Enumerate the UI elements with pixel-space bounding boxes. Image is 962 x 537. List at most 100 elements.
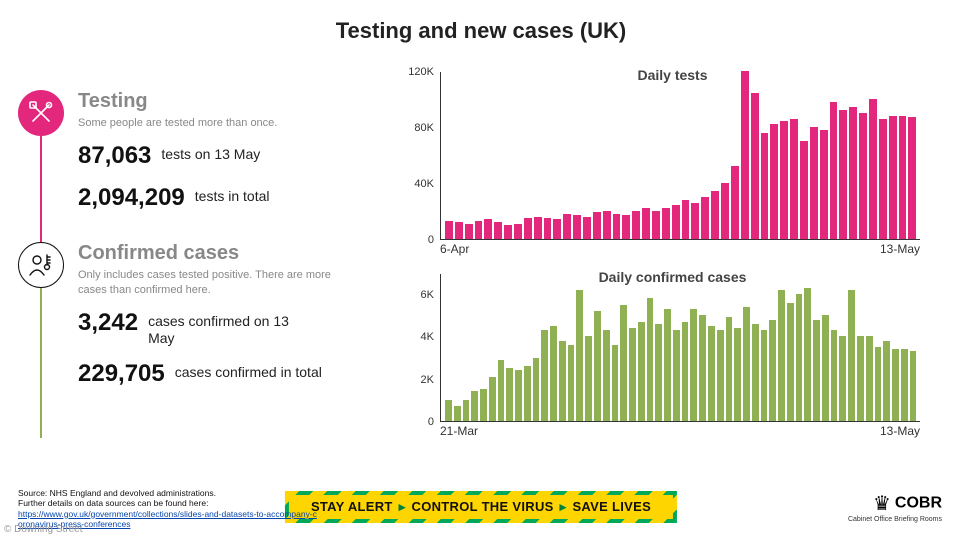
bar — [612, 345, 619, 421]
bar — [859, 113, 867, 239]
bar — [761, 133, 769, 239]
bar — [866, 336, 873, 421]
bar — [553, 219, 561, 239]
x-tick-label: 13-May — [880, 424, 920, 438]
bar — [889, 116, 897, 239]
bar — [796, 294, 803, 421]
bar — [778, 290, 785, 421]
bar — [514, 224, 522, 239]
bar — [780, 121, 788, 239]
bar — [550, 326, 557, 421]
bar — [839, 110, 847, 239]
stat-label: cases confirmed in total — [175, 360, 322, 381]
chart-plot — [440, 274, 920, 422]
bar — [524, 366, 531, 421]
bar — [454, 406, 461, 421]
bar — [568, 345, 575, 421]
bar — [672, 205, 680, 239]
bar — [471, 391, 478, 421]
bar — [721, 183, 729, 239]
bar — [752, 324, 759, 421]
chart-daily-tests: Daily tests 040K80K120K6-Apr13-May — [400, 72, 945, 256]
x-axis-labels: 6-Apr 13-May — [440, 242, 920, 256]
bar — [892, 349, 899, 421]
bar — [583, 217, 591, 239]
stat-value: 3,242 — [78, 309, 138, 337]
bar — [682, 200, 690, 239]
bar — [839, 336, 846, 421]
bar — [831, 330, 838, 421]
stat-cases-total: 229,705 cases confirmed in total — [78, 360, 388, 388]
bar — [910, 351, 917, 421]
bar — [494, 222, 502, 239]
bar — [751, 93, 759, 239]
bar — [708, 326, 715, 421]
y-tick-label: 0 — [428, 416, 434, 428]
swab-icon-svg — [27, 99, 55, 127]
bar — [585, 336, 592, 421]
bar — [830, 102, 838, 239]
bar — [875, 347, 882, 421]
bar — [761, 330, 768, 421]
bar — [576, 290, 583, 421]
testing-heading: Testing — [78, 90, 388, 113]
bar — [804, 288, 811, 421]
swab-icon — [18, 90, 64, 136]
bar — [682, 322, 689, 421]
bar — [445, 400, 452, 421]
y-tick-label: 120K — [408, 66, 434, 78]
bar — [848, 290, 855, 421]
x-tick-label: 6-Apr — [440, 242, 469, 256]
testing-subtitle: Some people are tested more than once. — [78, 116, 358, 130]
bar — [770, 124, 778, 239]
bar — [908, 117, 916, 239]
bar — [515, 370, 522, 421]
bar — [544, 218, 552, 239]
section-cases: Confirmed cases Only includes cases test… — [18, 242, 388, 388]
charts-panel: Daily tests 040K80K120K6-Apr13-May Daily… — [400, 60, 945, 456]
cases-vline — [40, 288, 42, 438]
section-testing: Testing Some people are tested more than… — [18, 90, 388, 212]
bar — [652, 211, 660, 239]
bar — [642, 208, 650, 239]
bar — [883, 341, 890, 421]
cobr-name-row: ♛COBR — [848, 491, 942, 516]
person-thermometer-icon — [18, 242, 64, 288]
bar — [504, 225, 512, 239]
bar — [475, 221, 483, 239]
stat-label: cases confirmed on 13 May — [148, 309, 298, 347]
stat-cases-day: 3,242 cases confirmed on 13 May — [78, 309, 388, 347]
x-axis-labels: 21-Mar13-May — [440, 424, 920, 438]
bar — [593, 212, 601, 239]
watermark: © Downing Street — [4, 524, 83, 535]
stat-value: 229,705 — [78, 360, 165, 388]
chart-plot — [440, 72, 920, 240]
bar — [613, 214, 621, 239]
chart-daily-cases: Daily confirmed cases 02K4K6K21-Mar13-Ma… — [400, 274, 945, 438]
bar — [573, 215, 581, 239]
x-tick-label: 13-May — [880, 242, 920, 256]
bar — [701, 197, 709, 239]
stat-tests-day: 87,063 tests on 13 May — [78, 142, 388, 170]
bar — [901, 349, 908, 421]
bar — [857, 336, 864, 421]
bar — [769, 320, 776, 421]
slide: Testing and new cases (UK) Testing Some … — [0, 0, 962, 537]
bar — [662, 208, 670, 239]
y-tick-label: 2K — [421, 374, 434, 386]
y-tick-label: 4K — [421, 331, 434, 343]
crest-icon: ♛ — [873, 493, 891, 515]
bar — [690, 309, 697, 421]
bar — [726, 317, 733, 421]
bar — [822, 315, 829, 421]
cobr-name: COBR — [895, 495, 942, 512]
bar — [533, 358, 540, 421]
bar — [717, 330, 724, 421]
bar — [869, 99, 877, 239]
bar — [647, 298, 654, 421]
bar — [655, 324, 662, 421]
bar — [787, 303, 794, 421]
bar — [563, 214, 571, 239]
bar — [559, 341, 566, 421]
stat-value: 87,063 — [78, 142, 151, 170]
